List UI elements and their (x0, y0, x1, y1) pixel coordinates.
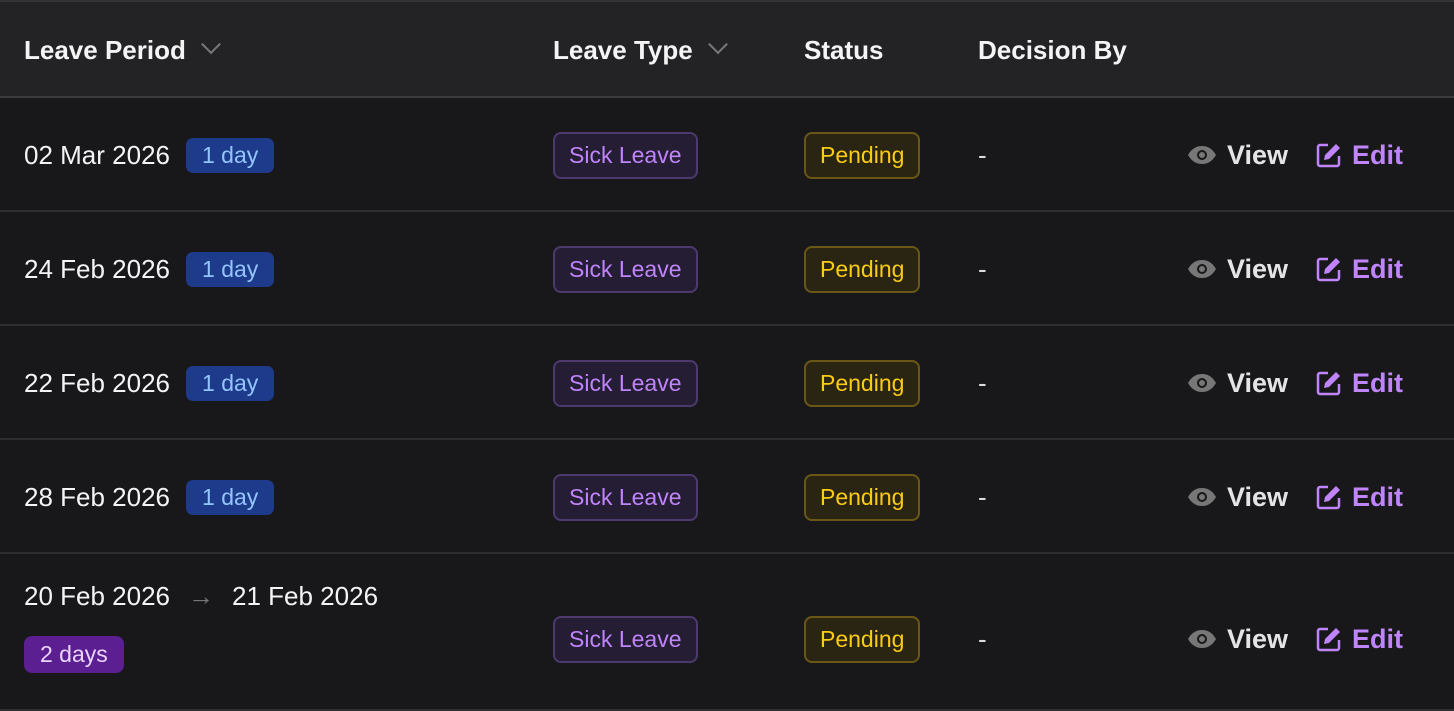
view-button[interactable]: View (1187, 254, 1288, 285)
table-header: Leave Period Leave Type Status Decision … (0, 0, 1454, 98)
status-badge: Pending (804, 473, 921, 521)
edit-icon (1316, 256, 1342, 282)
table-row: 20 Feb 2026 → 21 Feb 2026 2 days Sick Leave… (0, 554, 1454, 711)
status-badge: Pending (804, 615, 921, 663)
table-row: 22 Feb 2026 1 day Sick Leave Pending - Vie… (0, 326, 1454, 440)
edit-button[interactable]: Edit (1316, 482, 1403, 513)
edit-button[interactable]: Edit (1316, 624, 1403, 655)
column-header-leave-period[interactable]: Leave Period (24, 2, 221, 98)
decision-by: - (978, 367, 987, 398)
start-date: 22 Feb 2026 (24, 367, 171, 398)
column-header-leave-type[interactable]: Leave Type (553, 2, 728, 98)
edit-icon (1316, 142, 1342, 168)
edit-icon (1316, 370, 1342, 396)
eye-icon (1187, 487, 1217, 507)
leave-type-badge: Sick Leave (553, 245, 698, 293)
duration-badge: 1 day (186, 479, 275, 515)
leave-type-badge: Sick Leave (553, 473, 698, 521)
eye-icon (1187, 373, 1217, 393)
decision-by: - (978, 253, 987, 284)
arrow-right-icon: → (188, 581, 215, 611)
edit-button[interactable]: Edit (1316, 254, 1403, 285)
start-date: 28 Feb 2026 (24, 481, 171, 512)
start-date: 24 Feb 2026 (24, 253, 171, 284)
view-button[interactable]: View (1187, 368, 1288, 399)
view-button[interactable]: View (1187, 482, 1288, 513)
edit-button[interactable]: Edit (1316, 368, 1403, 399)
table-row: 24 Feb 2026 1 day Sick Leave Pending - Vie… (0, 212, 1454, 326)
view-button[interactable]: View (1187, 624, 1288, 655)
edit-button[interactable]: Edit (1316, 140, 1403, 171)
decision-by: - (978, 481, 987, 512)
table-row: 28 Feb 2026 1 day Sick Leave Pending - Vie… (0, 440, 1454, 554)
leave-type-badge: Sick Leave (553, 615, 698, 663)
chevron-down-icon (707, 34, 728, 55)
column-header-decision-by: Decision By (978, 34, 1127, 65)
decision-by: - (978, 139, 987, 170)
leave-type-badge: Sick Leave (553, 359, 698, 407)
column-header-status: Status (804, 34, 884, 65)
status-badge: Pending (804, 359, 921, 407)
decision-by: - (978, 623, 987, 654)
start-date: 20 Feb 2026 (24, 581, 171, 611)
edit-icon (1316, 626, 1342, 652)
table-row: 02 Mar 2026 1 day Sick Leave Pending - Vie… (0, 98, 1454, 212)
duration-badge: 1 day (186, 365, 275, 401)
status-badge: Pending (804, 245, 921, 293)
eye-icon (1187, 145, 1217, 165)
start-date: 02 Mar 2026 (24, 139, 170, 170)
edit-icon (1316, 484, 1342, 510)
end-date: 21 Feb 2026 (232, 581, 379, 611)
chevron-down-icon (200, 34, 221, 55)
eye-icon (1187, 259, 1217, 279)
duration-badge: 2 days (24, 636, 124, 673)
status-badge: Pending (804, 131, 921, 179)
duration-badge: 1 day (185, 137, 275, 173)
duration-badge: 1 day (186, 251, 275, 287)
leave-type-badge: Sick Leave (553, 131, 698, 179)
eye-icon (1187, 629, 1217, 649)
view-button[interactable]: View (1187, 140, 1288, 171)
